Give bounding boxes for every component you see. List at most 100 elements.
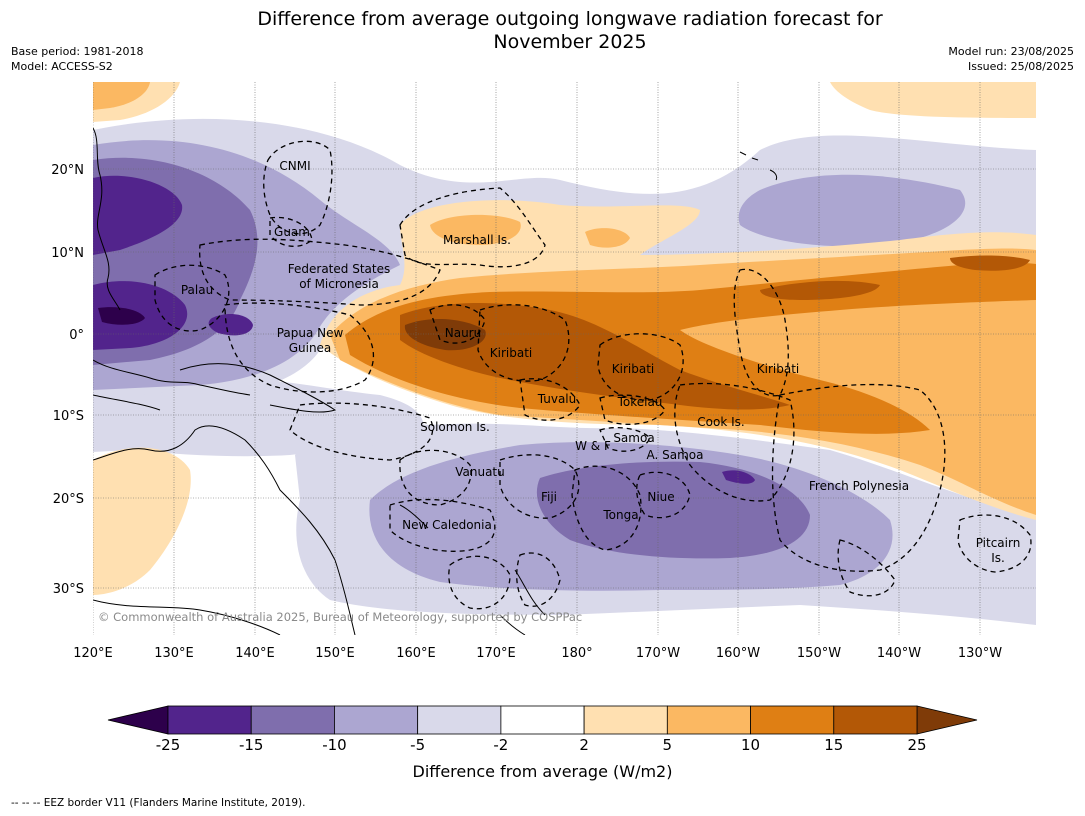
place-label: Kiribati [757, 362, 799, 376]
colorbar-tick-label: 5 [663, 736, 673, 754]
title-line-1: Difference from average outgoing longwav… [257, 8, 883, 30]
eez-fsm [199, 238, 441, 306]
eez-french-polynesia [771, 383, 946, 572]
longitude-tick-label: 170°W [636, 646, 680, 661]
place-label: Is. [991, 551, 1005, 565]
colorbar: -25 -15 -10 -5 -2 2 5 10 15 25 [107, 705, 978, 754]
place-label: Guinea [289, 341, 332, 355]
colorbar-segment [334, 705, 419, 735]
latitude-tick-label: 20°N [51, 163, 84, 178]
eez-marshall [399, 187, 546, 268]
longitude-tick-label: 180° [561, 646, 592, 661]
place-label: Vanuatu [455, 465, 505, 479]
place-label: Solomon Is. [420, 420, 490, 434]
longitude-tick-label: 150°W [797, 646, 841, 661]
colorbar-tick-label: 10 [741, 736, 760, 754]
chart-title: Difference from average outgoing longwav… [170, 8, 970, 54]
issued-date: Issued: 25/08/2025 [967, 60, 1074, 73]
colorbar-segment [500, 705, 585, 735]
colorbar-label: Difference from average (W/m2) [412, 762, 673, 781]
place-label: Marshall Is. [443, 233, 511, 247]
eez-vanuatu [399, 449, 472, 506]
eez-niue [636, 471, 691, 519]
coastline-indonesia [93, 359, 251, 411]
colorbar-tick-label: -2 [493, 736, 508, 754]
colorbar-under-triangle [107, 705, 169, 735]
eez-kiribati-gilbert [477, 304, 570, 382]
colorbar-tick-label: -10 [322, 736, 347, 754]
colorbar-segment [417, 705, 502, 735]
coastline-hawaii [739, 151, 778, 181]
place-label: W & F [575, 439, 611, 453]
coastline-new-guinea [179, 363, 337, 413]
olr-region-darkest-orange-band [400, 255, 1030, 410]
eez-kiribati-line [733, 268, 789, 397]
longitude-tick-label: 160°W [716, 646, 760, 661]
place-label: Palau [181, 283, 213, 297]
latitude-tick-label: 20°S [53, 492, 84, 507]
place-label: French Polynesia [809, 479, 909, 493]
eez-tonga [571, 465, 642, 551]
place-label: Kiribati [490, 346, 532, 360]
longitude-tick-label: 130°E [154, 646, 194, 661]
colorbar-tick-label: -5 [410, 736, 425, 754]
title-line-2: November 2025 [493, 31, 647, 53]
longitude-tick-label: 130°W [958, 646, 1002, 661]
eez-palau [154, 264, 230, 332]
latitude-tick-labels: 20°N 10°N 0° 10°S 20°S 30°S [51, 163, 84, 597]
colorbar-tick-label: 2 [579, 736, 589, 754]
eez-pitcairn [957, 514, 1032, 573]
eez-tokelau [599, 394, 666, 425]
latitude-tick-label: 10°N [51, 246, 84, 261]
coastline-philippines [93, 127, 121, 311]
olr-region-light-orange-northeast [830, 82, 1036, 118]
place-label: Guam [274, 225, 310, 239]
longitude-tick-label: 160°E [396, 646, 436, 661]
colorbar-tick-label: 15 [824, 736, 843, 754]
olr-region-darkest-purple-west [93, 175, 188, 350]
coastline-new-caledonia [399, 504, 429, 529]
longitude-tick-label: 140°W [877, 646, 921, 661]
olr-region-light-orange-australia [93, 447, 191, 595]
place-label: Kiribati [612, 362, 654, 376]
longitude-tick-label: 170°E [476, 646, 516, 661]
eez-new-caledonia [389, 498, 496, 552]
longitude-tick-label: 150°E [315, 646, 355, 661]
olr-region-darkest-purple-png [208, 314, 253, 336]
place-label: Tokelau [617, 395, 663, 409]
place-label: Cook Is. [697, 415, 744, 429]
olr-region-light-purple-west [93, 380, 424, 457]
eez-cnmi [263, 140, 333, 235]
colorbar-tick-label: 25 [907, 736, 926, 754]
eez-fiji [499, 454, 580, 519]
gridlines [93, 82, 1036, 635]
olr-region-darkest-purple-south [722, 470, 755, 484]
copyright-notice: © Commonwealth of Australia 2025, Bureau… [98, 610, 582, 624]
coastlines [93, 127, 778, 635]
olr-region-deep-orange-core [404, 318, 486, 351]
place-label: Tonga [602, 508, 638, 522]
place-label: Federated States [288, 262, 390, 276]
model-run: Model run: 23/08/2025 [948, 45, 1074, 58]
place-label: Papua New [277, 326, 344, 340]
eez-south-dashed [837, 539, 896, 597]
latitude-tick-label: 30°S [53, 582, 84, 597]
meta-right: Model run: 23/08/2025 Issued: 25/08/2025 [948, 44, 1074, 74]
longitude-tick-labels: 120°E 130°E 140°E 150°E 160°E 170°E 180° 170°W 1… [73, 646, 1002, 661]
meta-left: Base period: 1981-2018 Model: ACCESS-S2 [11, 44, 143, 74]
olr-region-dark-purple-south [536, 461, 810, 559]
eez-nauru [429, 304, 486, 344]
colorbar-segment [583, 705, 668, 735]
latitude-tick-label: 0° [69, 328, 84, 343]
olr-region-orange-north-island [430, 214, 630, 248]
colorbar-segment [250, 705, 335, 735]
place-label: A. Samoa [647, 448, 704, 462]
eez-kiribati-phoenix [597, 333, 684, 401]
place-label: CNMI [279, 159, 310, 173]
colorbar-over-triangle [916, 705, 978, 735]
place-label: New Caledonia [402, 518, 492, 532]
eez-kermadec [516, 552, 561, 607]
